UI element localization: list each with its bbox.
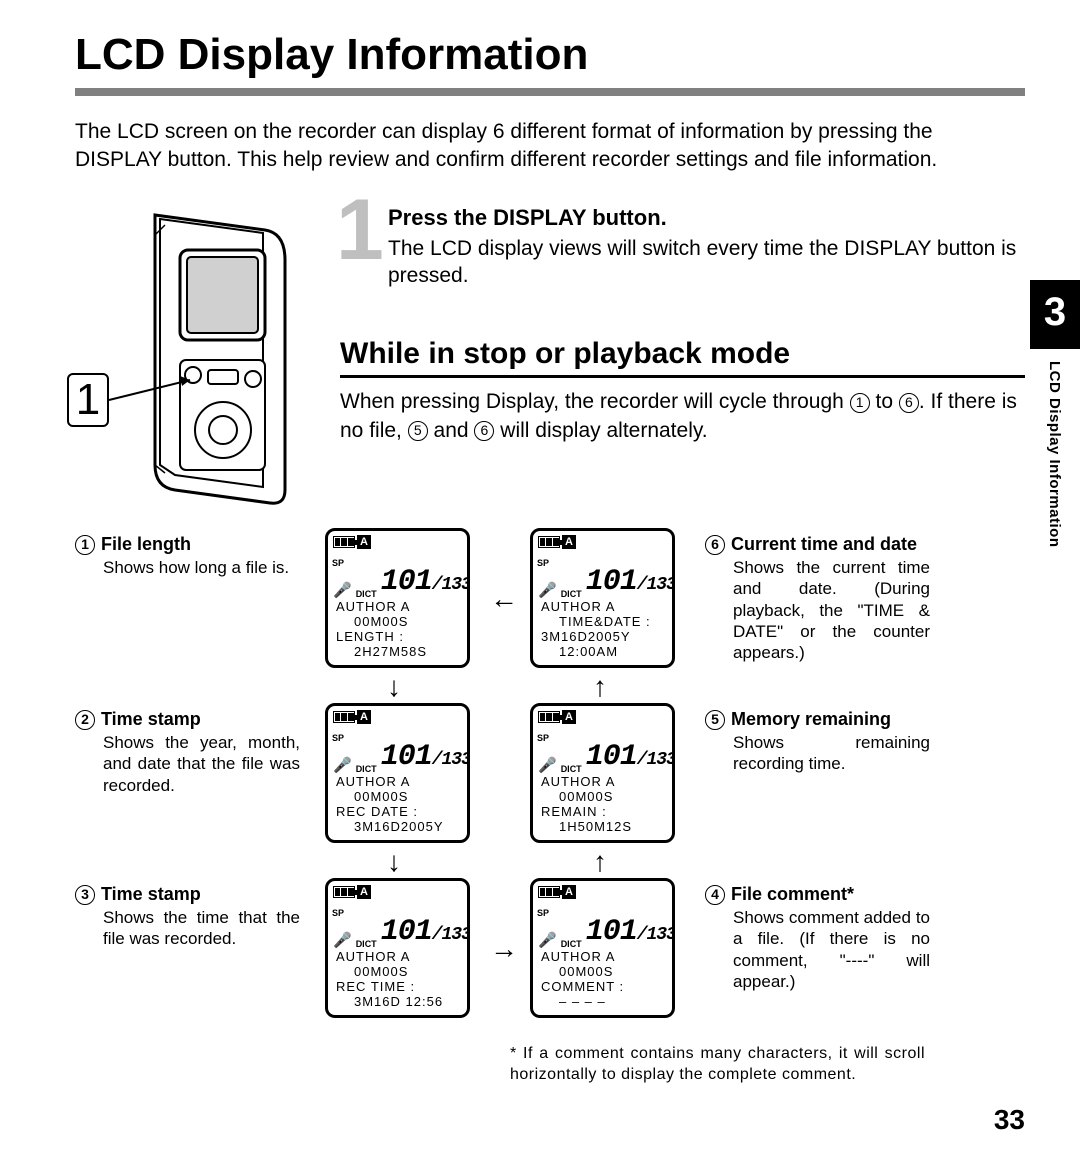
step-heading-pre: Press the xyxy=(388,205,493,230)
subbody-mid3: and xyxy=(428,419,475,442)
item-2-title: Time stamp xyxy=(101,709,201,729)
circled-6b: 6 xyxy=(474,421,494,441)
page-number: 33 xyxy=(994,1104,1025,1136)
step-heading: Press the DISPLAY button. xyxy=(340,205,1025,231)
arrow-up-icon: ↑ xyxy=(593,846,607,878)
mode-subbody: When pressing Display, the recorder will… xyxy=(340,388,1025,445)
lcd-2: A SP 🎤DICT101/133 AUTHOR A00M00SREC DATE… xyxy=(325,703,470,843)
arrow-down-icon: ↓ xyxy=(387,846,401,878)
item-6-num: 6 xyxy=(705,535,725,555)
step-heading-post: button. xyxy=(586,205,667,230)
item-2-desc: 2 Time stamp Shows the year, month, and d… xyxy=(75,708,300,796)
chapter-number: 3 xyxy=(1030,280,1080,349)
item-2-num: 2 xyxy=(75,710,95,730)
step-row: 1 1 Press the DISPLAY button. The LCD di… xyxy=(75,205,1025,505)
item-6-body: Shows the current time and date. (During… xyxy=(705,557,930,663)
circled-1: 1 xyxy=(850,393,870,413)
arrow-down-icon: ↓ xyxy=(387,671,401,703)
display-cycle-grid: 1 File length Shows how long a file is. 2… xyxy=(75,533,1025,1073)
lcd-3: A SP 🎤DICT101/133 AUTHOR A00M00SREC TIME… xyxy=(325,878,470,1018)
lcd-1: A SP 🎤DICT101/133 AUTHOR A00M00SLENGTH :… xyxy=(325,528,470,668)
recorder-svg xyxy=(75,205,305,505)
footnote: * If a comment contains many characters,… xyxy=(510,1043,925,1086)
item-5-title: Memory remaining xyxy=(731,709,891,729)
subbody-mid1: to xyxy=(870,390,899,413)
item-3-body: Shows the time that the file was recorde… xyxy=(75,907,300,950)
arrow-left-icon: ← xyxy=(490,583,518,615)
item-6-title: Current time and date xyxy=(731,534,917,554)
step-callout-1: 1 xyxy=(67,373,109,427)
item-4-desc: 4 File comment* Shows comment added to a … xyxy=(705,883,930,993)
chapter-side-label: LCD Display Information xyxy=(1030,349,1079,560)
device-illustration: 1 xyxy=(75,205,305,505)
item-5-body: Shows remaining recording time. xyxy=(705,732,930,775)
item-6-desc: 6 Current time and date Shows the current… xyxy=(705,533,930,664)
lcd-5: A SP 🎤DICT101/133 AUTHOR A00M00SREMAIN :… xyxy=(530,703,675,843)
item-3-title: Time stamp xyxy=(101,884,201,904)
arrow-up-icon: ↑ xyxy=(593,671,607,703)
lcd-6: A SP 🎤DICT101/133 AUTHOR ATIME&DATE :3M1… xyxy=(530,528,675,668)
item-5-num: 5 xyxy=(705,710,725,730)
lcd-4: A SP 🎤DICT101/133 AUTHOR A00M00SCOMMENT … xyxy=(530,878,675,1018)
item-3-desc: 3 Time stamp Shows the time that the file… xyxy=(75,883,300,950)
title-underline xyxy=(75,88,1025,96)
item-2-body: Shows the year, month, and date that the… xyxy=(75,732,300,796)
step-text: 1 Press the DISPLAY button. The LCD disp… xyxy=(340,205,1025,445)
subbody-pre: When pressing Display, the recorder will… xyxy=(340,390,850,413)
item-1-body: Shows how long a file is. xyxy=(75,557,300,578)
item-4-title: File comment* xyxy=(731,884,854,904)
item-3-num: 3 xyxy=(75,885,95,905)
step-body: The LCD display views will switch every … xyxy=(340,235,1025,290)
chapter-side-tab: 3 LCD Display Information xyxy=(1030,280,1080,560)
item-1-desc: 1 File length Shows how long a file is. xyxy=(75,533,300,579)
mode-subheading: While in stop or playback mode xyxy=(340,337,1025,378)
item-1-num: 1 xyxy=(75,535,95,555)
page-title: LCD Display Information xyxy=(75,30,1025,80)
circled-6: 6 xyxy=(899,393,919,413)
arrow-right-icon: → xyxy=(490,933,518,965)
subbody-post: will display alternately. xyxy=(494,419,707,442)
circled-5: 5 xyxy=(408,421,428,441)
item-4-body: Shows comment added to a file. (If there… xyxy=(705,907,930,992)
item-5-desc: 5 Memory remaining Shows remaining record… xyxy=(705,708,930,775)
item-1-title: File length xyxy=(101,534,191,554)
item-4-num: 4 xyxy=(705,885,725,905)
intro-paragraph: The LCD screen on the recorder can displ… xyxy=(75,118,1025,175)
step-heading-bold: DISPLAY xyxy=(493,205,586,230)
